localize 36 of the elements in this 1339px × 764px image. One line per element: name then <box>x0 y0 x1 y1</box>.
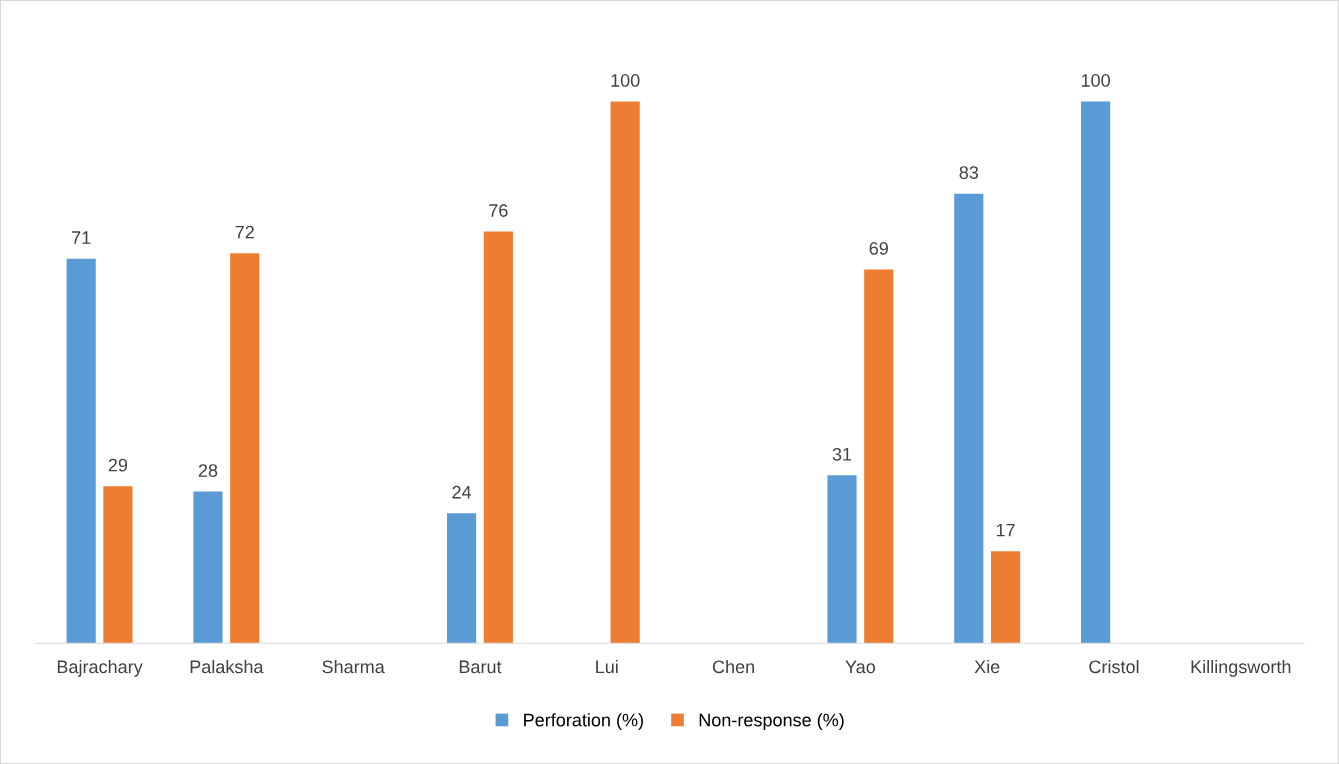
legend-label: Non-response (%) <box>699 713 844 730</box>
x-tick-label: Bajrachary <box>57 659 143 677</box>
data-label: 71 <box>72 231 91 244</box>
data-label: 72 <box>235 225 254 239</box>
bar <box>954 193 984 644</box>
bar <box>230 253 260 644</box>
bar <box>1081 101 1111 644</box>
x-tick-label: Palaksha <box>190 659 264 674</box>
bar <box>610 101 640 644</box>
data-label: 100 <box>1081 74 1110 87</box>
x-tick-label: Lui <box>596 659 618 674</box>
bar <box>827 475 857 644</box>
data-label: 76 <box>489 204 508 217</box>
data-label: 31 <box>832 447 852 461</box>
x-tick-label: Barut <box>459 660 502 674</box>
data-label: 24 <box>452 485 472 499</box>
data-label: 17 <box>996 523 1015 537</box>
x-tick-label: Cristol <box>1089 659 1139 674</box>
data-label: 28 <box>198 464 218 477</box>
x-tick-label: Killingsworth <box>1191 659 1291 677</box>
x-tick-label: Yao <box>845 660 876 674</box>
x-tick-label: Sharma <box>322 659 385 674</box>
bar <box>864 269 894 644</box>
bar <box>103 486 133 644</box>
bar <box>66 258 96 644</box>
x-tick-label: Xie <box>974 659 1000 674</box>
legend-label: Perforation (%) <box>524 713 643 730</box>
x-tick-label: Chen <box>712 659 754 674</box>
bar <box>483 231 513 644</box>
data-label: 83 <box>959 166 979 179</box>
data-label: 69 <box>869 242 888 255</box>
bar <box>990 551 1021 644</box>
data-label: 29 <box>108 458 128 472</box>
bar <box>193 491 223 644</box>
data-label: 100 <box>611 74 640 87</box>
bar <box>447 513 477 644</box>
